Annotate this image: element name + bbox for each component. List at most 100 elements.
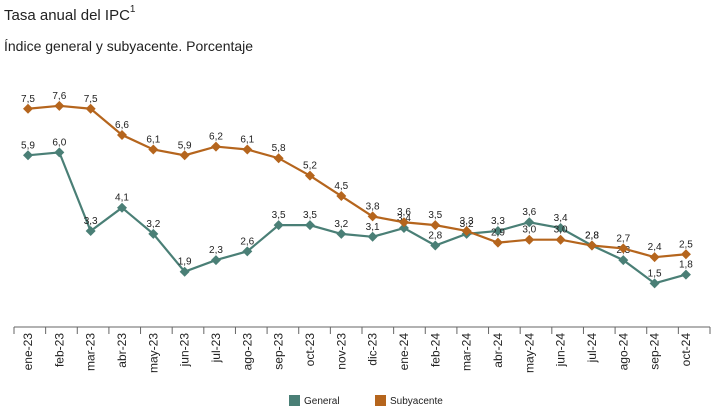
data-point (210, 141, 221, 152)
data-point (336, 191, 347, 202)
data-point (116, 202, 127, 213)
x-tick-label: oct-24 (679, 333, 693, 367)
data-label: 3,2 (334, 219, 348, 230)
legend-swatch (375, 395, 386, 406)
series-line (27, 104, 687, 259)
data-label: 7,6 (52, 91, 66, 102)
data-point (430, 240, 441, 251)
data-label: 3,2 (460, 219, 474, 230)
chart-title: Tasa anual del IPC1 (4, 4, 136, 24)
data-label: 3,3 (460, 216, 474, 227)
data-point (304, 220, 315, 231)
x-tick-label: abr-24 (491, 333, 505, 368)
data-label: 2,6 (240, 236, 254, 247)
data-point (555, 223, 566, 234)
data-point (85, 103, 96, 114)
data-label: 3,4 (554, 213, 568, 224)
data-label: 3,8 (366, 201, 380, 212)
x-tick-label: oct-23 (303, 333, 317, 367)
title-footnote-marker: 1 (129, 4, 136, 15)
data-label: 6,0 (52, 137, 66, 148)
data-label: 2,4 (648, 242, 662, 253)
x-tick-label: sep-23 (272, 333, 286, 370)
data-point (398, 217, 409, 228)
data-point (555, 234, 566, 245)
x-axis: ene-23 feb-23 mar-23 abr-23 may-23 jun-23 jul-… (13, 326, 711, 373)
data-point (179, 150, 190, 161)
data-point (618, 243, 629, 254)
data-label: 2,8 (585, 231, 599, 242)
data-label: 3,0 (522, 225, 536, 236)
data-label: 6,2 (209, 132, 223, 143)
data-point (367, 231, 378, 242)
data-label: 2,3 (209, 245, 223, 256)
data-point (148, 144, 159, 155)
data-point (273, 220, 284, 231)
data-point (242, 144, 253, 155)
data-point (54, 147, 65, 158)
data-label: 2,8 (428, 231, 442, 242)
x-tick-label: nov-23 (334, 333, 348, 370)
data-point (680, 249, 691, 260)
data-point (492, 225, 503, 236)
x-tick-label: ago-23 (240, 333, 254, 371)
data-label: 5,8 (272, 143, 286, 154)
data-point (461, 225, 472, 236)
x-tick-label: jun-24 (554, 333, 568, 368)
data-label: 4,1 (115, 193, 129, 204)
legend: General Subyacente (289, 395, 443, 407)
data-point (210, 255, 221, 266)
x-tick-label: ene-23 (21, 333, 35, 371)
x-tick-label: feb-23 (52, 333, 66, 367)
data-point (586, 240, 597, 251)
x-tick-label: sep-24 (648, 333, 662, 370)
data-label: 5,9 (21, 140, 35, 151)
data-label: 2,5 (679, 239, 693, 250)
data-point (85, 225, 96, 236)
data-point (367, 211, 378, 222)
series-layer: 5,9 6,0 3,3 4,1 3,2 1,9 2,3 2,6 3,5 3,5 3,2 3,1 3,4 2… (21, 91, 693, 289)
x-tick-label: ene-24 (397, 333, 411, 371)
data-label: 4,5 (334, 181, 348, 192)
data-point (23, 103, 33, 114)
x-tick-label: feb-24 (428, 333, 442, 367)
data-label: 2,7 (616, 233, 630, 244)
data-label: 3,3 (84, 216, 98, 227)
x-tick-label: jul-23 (209, 333, 223, 364)
data-point (524, 217, 535, 228)
data-label: 3,0 (554, 225, 568, 236)
legend-item-general: General (289, 395, 340, 407)
series-subyacente: 7,5 7,6 7,5 6,6 6,1 5,9 6,2 6,1 5,8 5,2 4,5 3,8 3,6 3… (21, 91, 693, 263)
series-general: 5,9 6,0 3,3 4,1 3,2 1,9 2,3 2,6 3,5 3,5 3,2 3,1 3,4 2… (21, 137, 693, 289)
legend-swatch (289, 395, 300, 406)
data-point (680, 269, 691, 280)
x-tick-label: may-23 (146, 333, 160, 373)
data-label: 6,1 (146, 134, 160, 145)
data-label: 5,9 (178, 140, 192, 151)
x-tick-label: dic-23 (366, 333, 380, 366)
data-point (430, 220, 441, 231)
x-tick-label: jul-24 (585, 333, 599, 364)
data-point (148, 228, 159, 239)
x-tick-label: may-24 (522, 333, 536, 373)
legend-label: Subyacente (390, 396, 443, 407)
x-tick-label: mar-23 (84, 333, 98, 371)
data-point (179, 266, 190, 277)
data-point (273, 153, 284, 164)
data-label: 3,6 (397, 207, 411, 218)
data-point (116, 129, 127, 140)
data-label: 3,3 (491, 216, 505, 227)
data-point (398, 223, 409, 234)
data-label: 3,5 (303, 210, 317, 221)
data-label: 7,5 (84, 94, 98, 105)
data-label: 3,5 (428, 210, 442, 221)
data-label: 2,9 (491, 228, 505, 239)
data-label: 3,1 (366, 222, 380, 233)
data-label: 5,2 (303, 161, 317, 172)
data-label: 3,6 (522, 207, 536, 218)
data-label: 1,5 (648, 268, 662, 279)
data-point (242, 246, 253, 257)
legend-item-subyacente: Subyacente (375, 395, 443, 407)
data-point (649, 278, 660, 289)
